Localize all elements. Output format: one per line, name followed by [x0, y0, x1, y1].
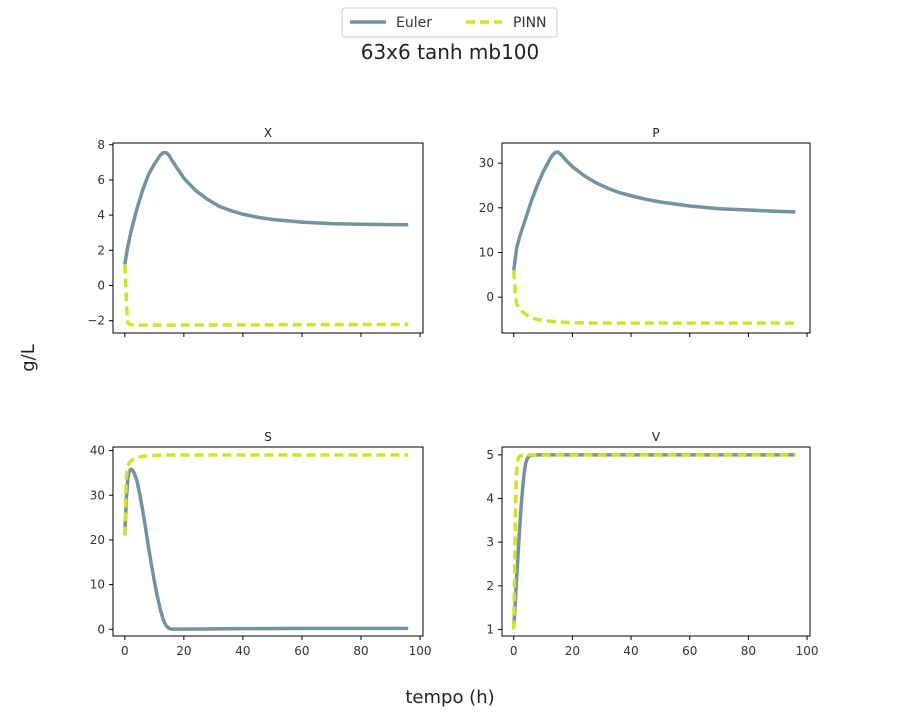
x-tick-label-v-60: 60 — [682, 644, 697, 658]
y-tick-label-x-8: 8 — [97, 138, 105, 152]
y-tick-label-x-4: 4 — [97, 208, 105, 222]
axes-frame-x — [112, 142, 424, 334]
series-pinn-s — [123, 453, 409, 536]
subplot-x: −2 0 2 4 6 8 X — [87, 126, 424, 337]
subplots: −2 0 2 4 6 8 X 0 10 20 30 P 0 20 40 60 80 100 0 10 20 30 40 S 0 2… — [87, 126, 818, 658]
figure-title: 63x6 tanh mb100 — [361, 40, 540, 64]
axes-frame-p — [501, 142, 811, 334]
y-tick-label-p-10: 10 — [479, 246, 494, 260]
x-tick-label-v-20: 20 — [565, 644, 580, 658]
x-tick-label-s-100: 100 — [409, 644, 432, 658]
y-tick-label-x-6: 6 — [97, 173, 105, 187]
subplot-title-x: X — [264, 126, 272, 140]
subplot-title-p: P — [652, 126, 659, 140]
axes-frame-v — [501, 446, 811, 637]
y-tick-label-s-30: 30 — [90, 488, 105, 502]
legend: Euler PINN — [341, 7, 558, 38]
y-tick-label-s-20: 20 — [90, 533, 105, 547]
subplot-title-s: S — [264, 430, 272, 444]
axes-frame-s — [112, 446, 424, 637]
x-tick-label-s-60: 60 — [294, 644, 309, 658]
series-euler-p — [511, 150, 796, 271]
x-tick-label-v-80: 80 — [741, 644, 756, 658]
x-tick-label-v-40: 40 — [623, 644, 638, 658]
x-tick-label-s-80: 80 — [353, 644, 368, 658]
series-pinn-p — [511, 270, 796, 325]
x-tick-label-v-0: 0 — [510, 644, 518, 658]
y-tick-label-v-3: 3 — [486, 535, 494, 549]
legend-label-euler: Euler — [396, 15, 432, 31]
subplot-v: 0 20 40 60 80 100 1 2 3 4 5 V — [486, 430, 818, 658]
x-tick-label-v-100: 100 — [796, 644, 819, 658]
series-pinn-v — [511, 453, 796, 630]
series-euler-s — [123, 467, 409, 631]
y-tick-label-p-0: 0 — [486, 290, 494, 304]
legend-label-pinn: PINN — [513, 15, 547, 31]
y-tick-label-s-40: 40 — [90, 444, 105, 458]
y-tick-label-v-4: 4 — [486, 492, 494, 506]
y-tick-label-p-30: 30 — [479, 156, 494, 170]
y-tick-label-s-0: 0 — [97, 622, 105, 636]
y-tick-label-x-0: 0 — [97, 279, 105, 293]
series-euler-v — [511, 453, 796, 630]
x-tick-label-s-40: 40 — [235, 644, 250, 658]
y-tick-label-p-20: 20 — [479, 201, 494, 215]
legend-frame — [341, 7, 558, 38]
y-tick-label-v-1: 1 — [486, 622, 494, 636]
y-tick-label-s-10: 10 — [90, 578, 105, 592]
y-tick-label-x-2: 2 — [97, 243, 105, 257]
y-tick-label-x--2: −2 — [87, 314, 105, 328]
series-euler-x — [123, 150, 409, 265]
x-tick-label-s-20: 20 — [176, 644, 191, 658]
subplot-p: 0 10 20 30 P — [479, 126, 811, 337]
y-axis-label: g/L — [18, 344, 39, 372]
y-tick-label-v-2: 2 — [486, 579, 494, 593]
subplot-title-v: V — [652, 430, 661, 444]
y-tick-label-v-5: 5 — [486, 448, 494, 462]
x-axis-label: tempo (h) — [405, 687, 494, 708]
subplot-s: 0 20 40 60 80 100 0 10 20 30 40 S — [90, 430, 432, 658]
x-tick-label-s-0: 0 — [121, 644, 129, 658]
series-pinn-x — [123, 264, 409, 327]
